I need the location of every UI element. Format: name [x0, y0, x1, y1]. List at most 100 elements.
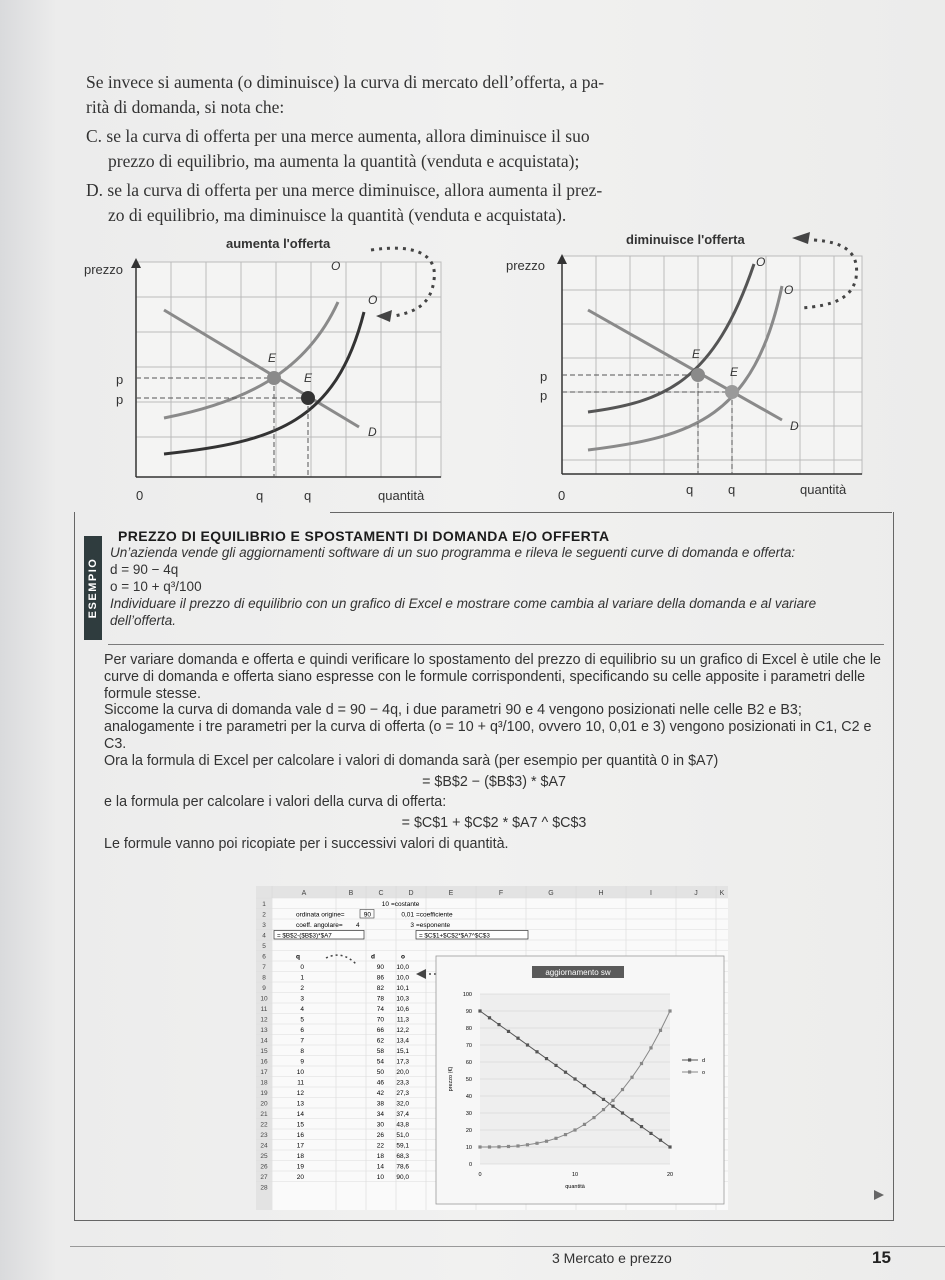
example-eq-d: d = 90 − 4q: [110, 562, 179, 577]
body-p4: e la formula per calcolare i valori dell…: [104, 794, 447, 811]
data-point-d: [658, 1138, 663, 1142]
cell-a4-formula: = $B$2-($B$3)*$A7: [277, 933, 332, 940]
row-number: 3: [262, 922, 266, 929]
y-tick-label: 80: [466, 1026, 472, 1032]
cell-c2: 0,01: [401, 912, 414, 919]
data-point-o: [544, 1139, 549, 1143]
formula-supply: = $C$1 + $C$2 * $A7 ^ $C$3: [401, 815, 587, 832]
data-point-o: [601, 1108, 606, 1112]
cell-d: 18: [377, 1153, 385, 1160]
cell-b2-selection: [359, 909, 375, 919]
cell-d: 62: [377, 1038, 385, 1045]
example-frame-top: [330, 512, 892, 513]
cell-q: 10: [297, 1069, 305, 1076]
data-point-d: [639, 1125, 644, 1129]
data-point-o: [554, 1136, 558, 1140]
column-header-I: I: [650, 890, 652, 897]
cell-d: 22: [377, 1143, 385, 1150]
example-task: Individuare il prezzo di equilibrio con …: [110, 596, 817, 628]
data-point-d: [525, 1043, 530, 1047]
fig2-label-e1: E: [692, 347, 701, 361]
example-rule: [108, 644, 884, 645]
data-point-o: [478, 1145, 482, 1149]
cell-o: 68,3: [396, 1153, 409, 1160]
cell-o: 27,3: [396, 1090, 409, 1097]
chart-title-bg: [532, 966, 624, 978]
cell-o: 12,2: [396, 1027, 409, 1034]
column-header-H: H: [598, 890, 603, 897]
cell-d: 34: [377, 1111, 385, 1118]
row-number: 23: [260, 1132, 268, 1139]
x-tick-label: 10: [572, 1172, 578, 1178]
fig1-label-o2: O: [368, 293, 377, 307]
example-eq-o: o = 10 + q³/100: [110, 579, 202, 594]
fig1-title: aumenta l'offerta: [226, 236, 331, 251]
footer-chapter: 3 Mercato e prezzo: [552, 1250, 672, 1266]
row-number: 17: [260, 1069, 268, 1076]
data-point-d: [506, 1029, 511, 1033]
example-text: Un’azienda vende gli aggiornamenti softw…: [110, 544, 885, 629]
cell-q: 9: [300, 1059, 304, 1066]
data-point-d: [478, 1009, 482, 1013]
item-c-line-2: prezzo di equilibrio, ma aumenta la quan…: [108, 150, 580, 171]
row-header-bar: [256, 898, 272, 1210]
cell-q: 11: [297, 1080, 304, 1087]
data-point-d: [601, 1097, 606, 1101]
fig1-origin: 0: [136, 488, 143, 503]
row-number: 22: [260, 1122, 268, 1129]
cell-o: 17,3: [396, 1059, 409, 1066]
body-p2: Siccome la curva di domanda vale d = 90 …: [104, 702, 872, 752]
row-number: 7: [262, 964, 266, 971]
fig2-origin: 0: [558, 488, 565, 503]
column-header-K: K: [720, 890, 725, 897]
header-d: d: [371, 954, 375, 961]
fig2-label-d: D: [790, 419, 799, 433]
cell-a2: ordinata origine=: [296, 912, 345, 919]
cell-d: 10: [377, 1174, 385, 1181]
cell-q: 1: [300, 975, 304, 982]
formula-cell-d-box: [273, 930, 365, 940]
data-point-o: [611, 1098, 615, 1103]
intro-text: Se invece si aumenta (o diminuisce) la c…: [86, 70, 686, 227]
cell-q: 7: [300, 1038, 304, 1045]
supply-increase-diagram: aumenta l'offerta prezzo quantità 0: [84, 236, 442, 503]
solution-text: Per variare domanda e offerta e quindi v…: [104, 652, 884, 853]
row-number: 16: [260, 1059, 268, 1066]
figure-supply-increase: aumenta l'offerta prezzo quantità 0: [76, 232, 456, 512]
fig2-label-o1: O: [756, 255, 765, 269]
data-point-d: [497, 1023, 501, 1027]
example-tab-label: ESEMPIO: [87, 557, 99, 619]
fig1-equilibrium-old: [267, 371, 281, 385]
item-c-line-1: C. se la curva di offerta per una merce …: [86, 126, 590, 146]
x-tick-label: 0: [478, 1172, 481, 1178]
figure-supply-decrease: diminuisce l'offerta prezzo quantità 0: [504, 232, 884, 512]
y-tick-label: 70: [466, 1043, 472, 1049]
fig1-equilibrium-new: [301, 391, 315, 405]
cell-d: 58: [377, 1048, 385, 1055]
fig2-price-2: p: [540, 388, 547, 403]
cell-d: 86: [377, 975, 385, 982]
fig2-label-o2: O: [784, 283, 793, 297]
y-tick-label: 20: [466, 1128, 472, 1134]
row-number: 9: [262, 985, 266, 992]
fig2-shift-arrowhead-icon: [792, 232, 810, 244]
row-number: 27: [260, 1174, 268, 1181]
formula-arrow-d: [325, 954, 357, 965]
cell-q: 19: [297, 1164, 305, 1171]
data-point-o: [658, 1028, 663, 1032]
fig2-demand-curve: [587, 308, 783, 422]
data-point-o: [668, 1009, 672, 1013]
cell-o: 59,1: [396, 1143, 409, 1150]
row-number: 1: [262, 901, 266, 908]
data-point-d: [544, 1057, 549, 1061]
column-header-B: B: [349, 890, 354, 897]
fig2-supply-new: [587, 285, 784, 452]
cell-q: 17: [297, 1143, 305, 1150]
formula-arrowhead-icon: [416, 969, 426, 979]
data-point-d: [592, 1091, 596, 1095]
data-point-o: [649, 1046, 653, 1050]
cell-o: 20,0: [396, 1069, 409, 1076]
excel-screenshot: A B C D E F G H I J K 1 2 3 4 5 6 7 8 9 10 11 12 13 14 15 16 17 18 19…: [256, 886, 728, 1210]
y-tick-label: 100: [463, 992, 472, 998]
